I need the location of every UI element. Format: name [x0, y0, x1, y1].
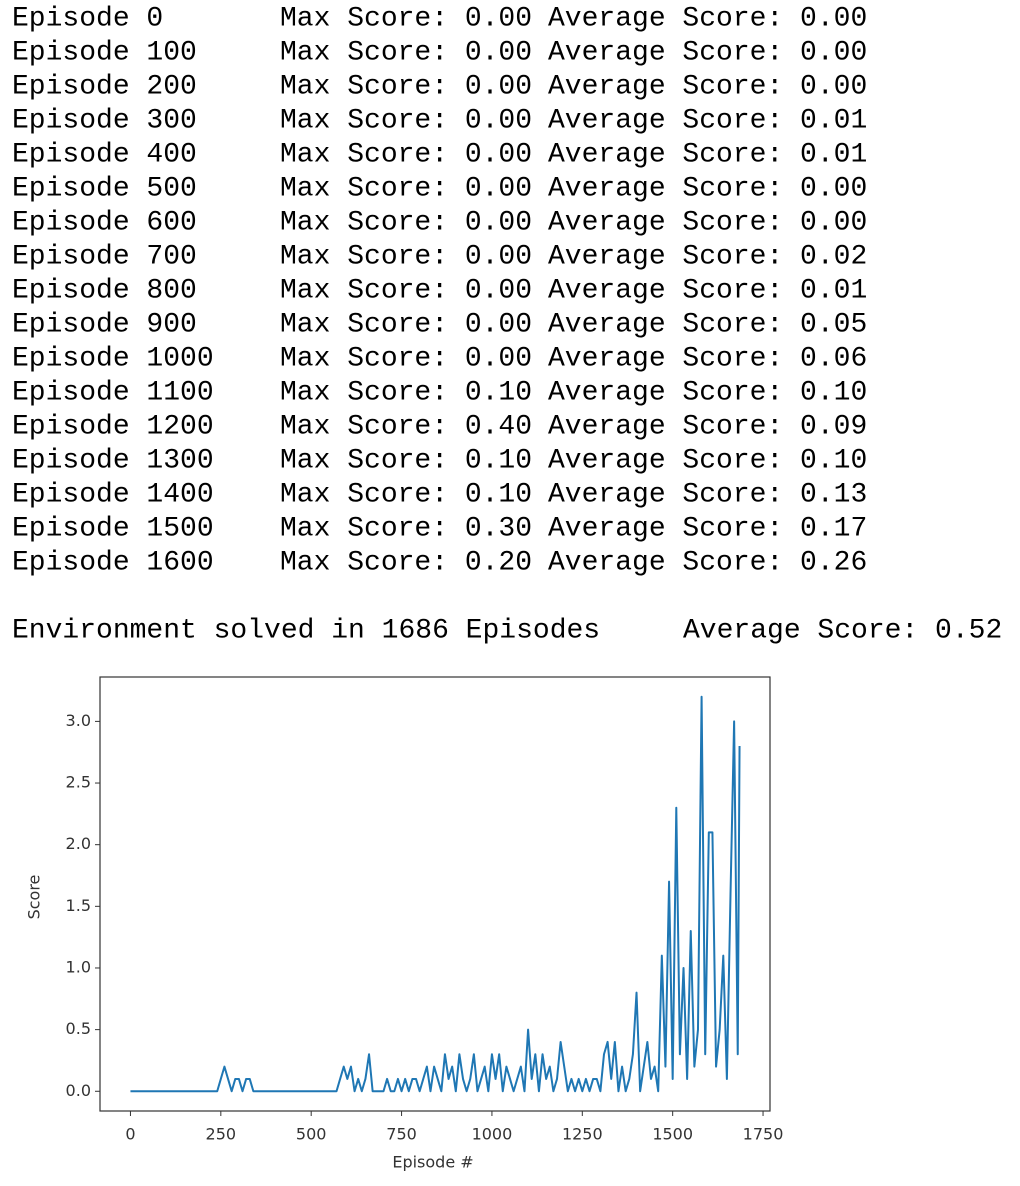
- log-text: Max Score: 0.00: [280, 309, 532, 340]
- x-tick-label: 1000: [472, 1125, 513, 1144]
- log-text: Episode 0: [12, 3, 163, 34]
- log-text: Max Score: 0.00: [280, 241, 532, 272]
- log-text: Episode 1200: [12, 411, 214, 442]
- x-tick-label: 250: [206, 1125, 237, 1144]
- log-text: Episode 200: [12, 71, 197, 102]
- log-text: Max Score: 0.00: [280, 105, 532, 136]
- log-text: Average Score: 0.02: [548, 241, 867, 272]
- log-text: Average Score: 0.00: [548, 173, 867, 204]
- log-text: Average Score: 0.10: [548, 377, 867, 408]
- log-text: Average Score: 0.01: [548, 139, 867, 170]
- log-text: Episode 1400: [12, 479, 214, 510]
- log-text: Max Score: 0.00: [280, 71, 532, 102]
- log-text: Average Score: 0.26: [548, 547, 867, 578]
- log-text: Episode 1500: [12, 513, 214, 544]
- log-text: Max Score: 0.00: [280, 37, 532, 68]
- log-text: Average Score: 0.17: [548, 513, 867, 544]
- log-text: Episode 1300: [12, 445, 214, 476]
- log-text: Max Score: 0.40: [280, 411, 532, 442]
- log-text: Episode 300: [12, 105, 197, 136]
- log-text: Max Score: 0.00: [280, 139, 532, 170]
- log-text: Max Score: 0.00: [280, 173, 532, 204]
- log-text: Average Score: 0.00: [548, 3, 867, 34]
- y-tick-label: 1.5: [66, 896, 91, 915]
- log-text: Average Score: 0.01: [548, 275, 867, 306]
- y-axis-label: Score: [25, 875, 44, 920]
- log-text: Average Score: 0.10: [548, 445, 867, 476]
- y-tick-label: 0.5: [66, 1019, 91, 1038]
- log-text: Average Score: 0.00: [548, 207, 867, 238]
- log-text: Max Score: 0.10: [280, 445, 532, 476]
- summary-score: Average Score: 0.52: [683, 615, 1002, 646]
- axes-frame: [99, 676, 771, 1112]
- log-text: Episode 600: [12, 207, 197, 238]
- log-text: Episode 900: [12, 309, 197, 340]
- x-tick-label: 1750: [743, 1125, 784, 1144]
- x-tick-label: 0: [125, 1125, 135, 1144]
- x-tick-label: 1250: [562, 1125, 603, 1144]
- y-tick-label: 0.0: [66, 1081, 91, 1100]
- log-text: Max Score: 0.00: [280, 343, 532, 374]
- log-text: Average Score: 0.13: [548, 479, 867, 510]
- y-tick-label: 2.0: [66, 834, 91, 853]
- log-text: Episode 1100: [12, 377, 214, 408]
- summary-text: Environment solved in 1686 Episodes: [12, 615, 600, 646]
- y-tick-label: 3.0: [66, 711, 91, 730]
- x-tick-label: 500: [296, 1125, 327, 1144]
- log-text: Episode 1600: [12, 547, 214, 578]
- log-text: Max Score: 0.30: [280, 513, 532, 544]
- log-text: Max Score: 0.00: [280, 3, 532, 34]
- log-text: Episode 800: [12, 275, 197, 306]
- log-text: Max Score: 0.10: [280, 479, 532, 510]
- log-text: Max Score: 0.00: [280, 207, 532, 238]
- log-text: Max Score: 0.10: [280, 377, 532, 408]
- log-text: Episode 500: [12, 173, 197, 204]
- log-text: Episode 400: [12, 139, 197, 170]
- log-text: Max Score: 0.00: [280, 275, 532, 306]
- x-axis-label: Episode #: [392, 1153, 473, 1172]
- log-text: Episode 1000: [12, 343, 214, 374]
- log-text: Average Score: 0.06: [548, 343, 867, 374]
- log-text: Average Score: 0.09: [548, 411, 867, 442]
- x-tick-label: 750: [386, 1125, 417, 1144]
- score-line: [130, 695, 741, 1093]
- y-tick-label: 2.5: [66, 773, 91, 792]
- log-text: Average Score: 0.00: [548, 71, 867, 102]
- log-text: Average Score: 0.01: [548, 105, 867, 136]
- x-tick-label: 1500: [652, 1125, 693, 1144]
- log-text: Max Score: 0.20: [280, 547, 532, 578]
- y-tick-label: 1.0: [66, 957, 91, 976]
- log-text: Episode 100: [12, 37, 197, 68]
- log-text: Episode 700: [12, 241, 197, 272]
- log-text: Average Score: 0.05: [548, 309, 867, 340]
- log-text: Average Score: 0.00: [548, 37, 867, 68]
